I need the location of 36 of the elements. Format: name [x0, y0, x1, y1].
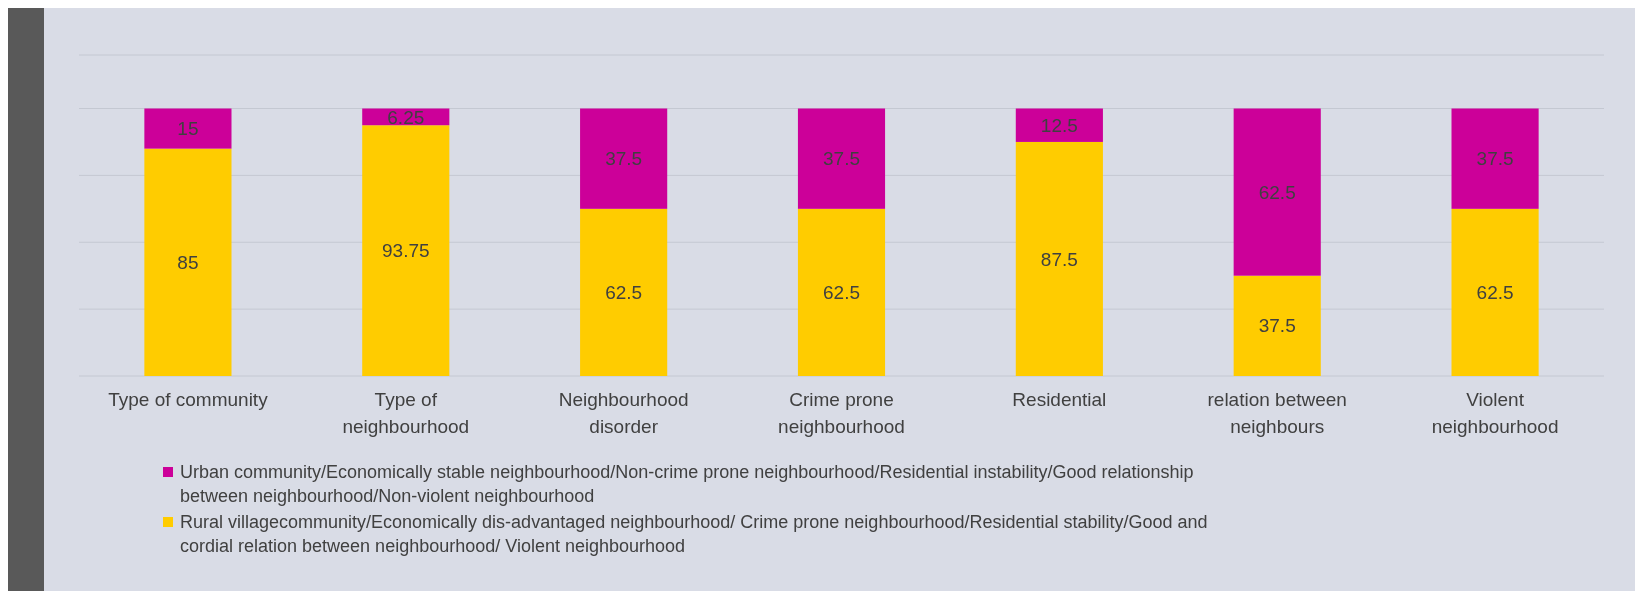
data-label: 62.5 — [1476, 282, 1514, 304]
x-tick-label: Type of community — [108, 389, 269, 410]
data-label: 6.25 — [387, 106, 425, 128]
data-label: 37.5 — [823, 148, 860, 170]
data-label: 93.75 — [382, 240, 430, 262]
x-tick-label: Crime prone neighbourhood — [778, 389, 905, 437]
x-tick-label: Residential — [1012, 389, 1107, 410]
data-label: 37.5 — [1258, 315, 1296, 337]
bar — [797, 108, 886, 209]
bar — [144, 108, 232, 149]
x-tick-label: Violent neighbourhood — [1431, 389, 1559, 437]
data-label: 15 — [177, 118, 199, 140]
x-tick-label: relation between neighbours — [1207, 389, 1347, 437]
bar — [580, 208, 668, 376]
bar — [1015, 108, 1103, 142]
bar — [1233, 108, 1321, 276]
data-label: 85 — [177, 251, 199, 273]
data-label: 62.5 — [1258, 181, 1296, 203]
data-label: 37.5 — [1476, 148, 1514, 170]
data-label: 62.5 — [823, 282, 860, 304]
bar — [1451, 208, 1539, 376]
x-tick-label: Type of neighbourhood — [342, 389, 470, 437]
bar — [797, 208, 886, 376]
bar — [362, 125, 450, 376]
x-tick-label: Neighbourhood disorder — [558, 389, 689, 437]
data-label: 12.5 — [1040, 114, 1078, 136]
bar — [1451, 108, 1539, 209]
data-label: 37.5 — [605, 148, 643, 170]
bar — [144, 148, 232, 376]
bar — [580, 108, 668, 209]
data-label: 62.5 — [605, 282, 643, 304]
bar — [1233, 275, 1321, 376]
bar — [1015, 141, 1103, 376]
legend-label: Urban community/Economically stable neighbourhood/Non-crime prone neighbourhood/Residential instability/Good relationship between neighbourhood/Non-violent neighbourhood — [180, 462, 1194, 506]
data-label: 87.5 — [1040, 248, 1078, 270]
legend-label: Rural villagecommunity/Economically dis-advantaged neighbourhood/ Crime prone neighbourhood/Residential stability/Good and cordial relation between neighbourhood/ Violent neighbourhood — [180, 512, 1208, 556]
